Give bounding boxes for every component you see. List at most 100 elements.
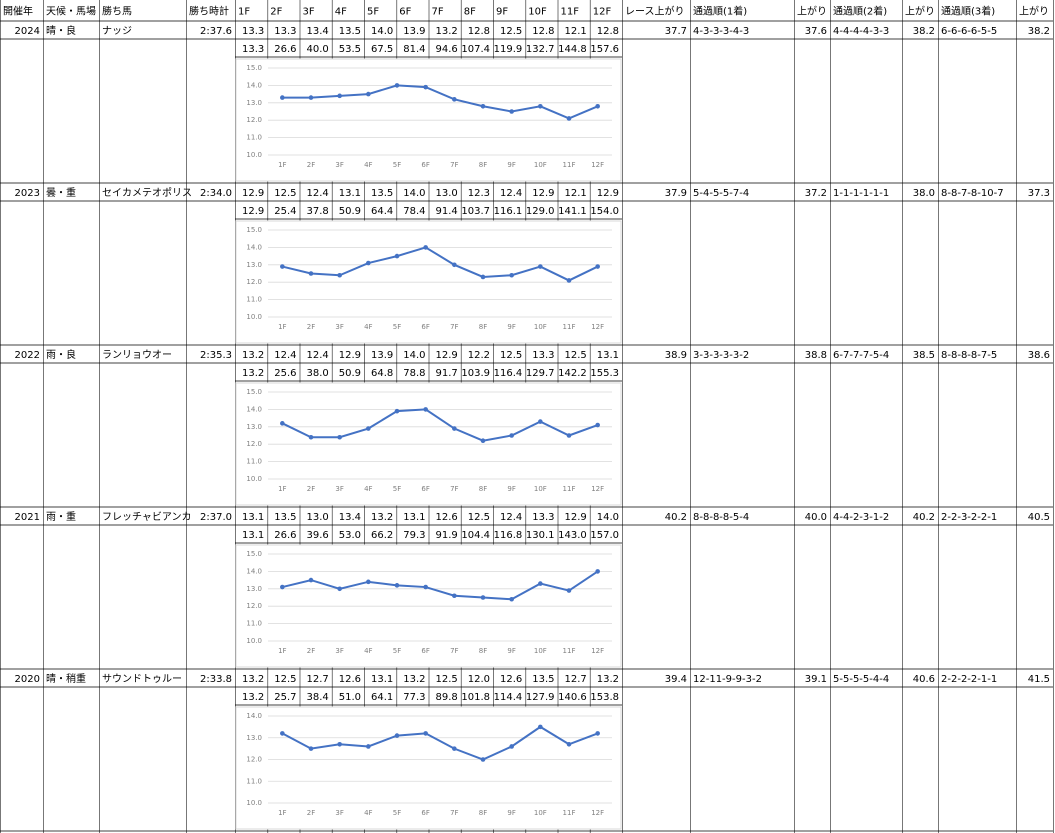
cell: 2:37.6 bbox=[200, 26, 232, 37]
cell: 12.7 bbox=[564, 674, 586, 685]
x-tick-label: 7F bbox=[450, 809, 458, 817]
cumulative-cell: 141.1 bbox=[558, 206, 587, 217]
data-point bbox=[366, 260, 371, 266]
header-cell: 上がり bbox=[797, 5, 827, 18]
cell: 13.3 bbox=[242, 26, 264, 37]
y-tick-label: 13.0 bbox=[246, 734, 262, 742]
cell: 12.3 bbox=[468, 188, 490, 199]
cell: 13.2 bbox=[371, 512, 393, 523]
data-point bbox=[566, 588, 572, 593]
y-tick-label: 13.0 bbox=[246, 423, 262, 431]
y-tick-label: 14.0 bbox=[246, 405, 262, 413]
x-tick-label: 5F bbox=[393, 323, 401, 331]
data-point bbox=[423, 84, 428, 90]
line-chart: 10.0 11.0 12.0 13.0 14.0 15.0 1F 2F 3F 4F 5F 6F 7F 8F… bbox=[235, 382, 622, 506]
cell: 13.5 bbox=[339, 26, 361, 37]
cell: 13.4 bbox=[306, 26, 328, 37]
cumulative-cell: 129.0 bbox=[526, 206, 555, 217]
x-tick-label: 7F bbox=[450, 323, 458, 331]
cell: 13.5 bbox=[274, 512, 296, 523]
data-point bbox=[308, 577, 314, 583]
cell: 12.5 bbox=[500, 350, 522, 361]
y-tick-label: 14.0 bbox=[246, 567, 262, 575]
x-tick-label: 12F bbox=[591, 809, 604, 817]
cell: 37.2 bbox=[805, 188, 827, 199]
cell: 37.3 bbox=[1028, 188, 1050, 199]
cumulative-cell: 53.0 bbox=[339, 530, 361, 541]
x-tick-label: 4F bbox=[364, 323, 372, 331]
cell: 12.5 bbox=[564, 350, 586, 361]
x-tick-label: 10F bbox=[534, 809, 547, 817]
data-point bbox=[366, 744, 371, 749]
cumulative-cell: 38.4 bbox=[306, 692, 328, 703]
cell: 38.9 bbox=[665, 350, 687, 361]
line-chart: 10.0 11.0 12.0 13.0 14.0 15.0 1F 2F 3F 4F 5F 6F 7F 8F… bbox=[235, 58, 622, 182]
cell: 2024 bbox=[15, 26, 40, 37]
cell: 2021 bbox=[15, 512, 40, 523]
cell: 6-6-6-6-5-5 bbox=[941, 26, 997, 37]
cumulative-cell: 104.4 bbox=[461, 530, 490, 541]
data-point bbox=[452, 746, 457, 751]
data-point bbox=[452, 97, 457, 102]
y-tick-label: 13.0 bbox=[246, 99, 262, 107]
cell: 14.0 bbox=[403, 188, 425, 199]
cumulative-cell: 66.2 bbox=[371, 530, 393, 541]
cell: 12.5 bbox=[468, 512, 490, 523]
y-tick-label: 11.0 bbox=[246, 620, 262, 628]
y-tick-label: 11.0 bbox=[246, 296, 262, 304]
cell: 13.1 bbox=[371, 674, 393, 685]
cumulative-cell: 103.7 bbox=[461, 206, 490, 217]
header-cell: 天候・馬場 bbox=[46, 5, 96, 18]
data-point bbox=[394, 583, 400, 588]
cell: 2:35.3 bbox=[200, 350, 232, 361]
x-tick-label: 5F bbox=[393, 647, 401, 655]
x-tick-label: 3F bbox=[335, 323, 343, 331]
y-tick-label: 14.0 bbox=[246, 712, 262, 720]
data-point bbox=[280, 264, 285, 269]
cumulative-cell: 144.8 bbox=[558, 44, 587, 55]
x-tick-label: 1F bbox=[278, 161, 286, 169]
cell: 13.4 bbox=[339, 512, 361, 523]
cell: 39.4 bbox=[665, 674, 687, 685]
data-point bbox=[509, 596, 514, 602]
x-tick-label: 6F bbox=[421, 647, 429, 655]
x-tick-label: 9F bbox=[507, 647, 515, 655]
cumulative-cell: 155.3 bbox=[590, 368, 619, 379]
cell: サウンドトゥルー bbox=[102, 673, 182, 685]
x-tick-label: 3F bbox=[335, 485, 343, 493]
cumulative-cell: 153.8 bbox=[590, 692, 619, 703]
cell: 12.8 bbox=[597, 26, 619, 37]
header-cell: 7F bbox=[432, 7, 444, 18]
x-tick-label: 9F bbox=[507, 323, 515, 331]
cumulative-cell: 143.0 bbox=[558, 530, 587, 541]
data-point bbox=[280, 421, 285, 426]
cell: 12.9 bbox=[435, 350, 457, 361]
chart-area bbox=[235, 706, 622, 830]
data-line bbox=[281, 725, 599, 761]
cumulative-cell: 157.6 bbox=[590, 44, 619, 55]
cumulative-cell: 78.4 bbox=[403, 206, 425, 217]
cumulative-cell: 91.9 bbox=[435, 530, 457, 541]
cell: 12.9 bbox=[564, 512, 586, 523]
cell: 12.8 bbox=[468, 26, 490, 37]
data-point bbox=[480, 274, 486, 280]
data-line bbox=[282, 84, 599, 120]
cell: 2022 bbox=[15, 350, 40, 361]
header-cell: 4F bbox=[335, 7, 347, 18]
header-cell: 5F bbox=[367, 7, 379, 18]
x-tick-label: 4F bbox=[364, 485, 372, 493]
data-point bbox=[452, 593, 457, 599]
cell: 12.2 bbox=[468, 350, 490, 361]
cell: 晴・良 bbox=[46, 24, 76, 37]
cell: 38.2 bbox=[913, 26, 935, 37]
cumulative-cell: 50.9 bbox=[339, 368, 361, 379]
x-tick-label: 1F bbox=[278, 323, 286, 331]
data-point bbox=[337, 434, 342, 440]
cumulative-cell: 154.0 bbox=[590, 206, 619, 217]
data-point bbox=[394, 253, 400, 259]
header-cell: 1F bbox=[238, 7, 250, 18]
cell: 13.0 bbox=[306, 512, 328, 523]
cumulative-cell: 64.8 bbox=[371, 368, 393, 379]
data-point bbox=[538, 264, 543, 269]
cell: 12.6 bbox=[339, 674, 361, 685]
